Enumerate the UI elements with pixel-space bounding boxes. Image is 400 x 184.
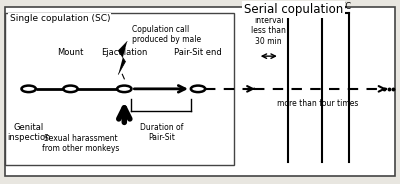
Bar <box>5 13 234 165</box>
Text: SC: SC <box>313 2 324 11</box>
Text: Interval
less than
30 min: Interval less than 30 min <box>251 16 286 46</box>
Text: SC: SC <box>341 2 352 11</box>
Text: Mount: Mount <box>57 48 84 57</box>
Text: Serial copulation: Serial copulation <box>244 3 343 16</box>
Text: Ejaculation: Ejaculation <box>101 48 148 57</box>
Text: Genital
inspection: Genital inspection <box>7 123 50 142</box>
Circle shape <box>22 86 36 92</box>
Text: Duration of
Pair-Sit: Duration of Pair-Sit <box>140 123 184 142</box>
Circle shape <box>191 86 205 92</box>
Text: more than four times: more than four times <box>277 99 358 108</box>
Circle shape <box>117 86 132 92</box>
Text: Sexual harassment
from other monkeys: Sexual harassment from other monkeys <box>42 134 119 153</box>
Text: SC: SC <box>279 2 290 11</box>
Polygon shape <box>118 42 127 74</box>
Text: Pair-Sit end: Pair-Sit end <box>174 48 222 57</box>
Text: Copulation call
produced by male: Copulation call produced by male <box>132 25 201 44</box>
Text: Single copulation (SC): Single copulation (SC) <box>10 14 110 23</box>
Circle shape <box>63 86 78 92</box>
